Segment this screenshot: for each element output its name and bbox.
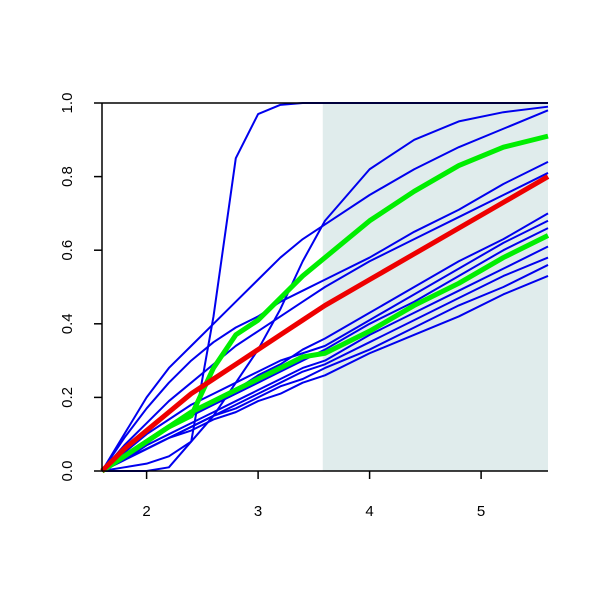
- series-line: [101, 219, 549, 472]
- x-tick-label: 3: [254, 503, 262, 520]
- x-tick-label: 4: [365, 503, 373, 520]
- y-tick-label: 0.0: [59, 461, 76, 482]
- series-line: [101, 109, 549, 472]
- y-tick-label: 0.4: [59, 313, 76, 334]
- y-tick-label: 0.2: [59, 387, 76, 408]
- y-tick-label: 0.8: [59, 166, 76, 187]
- y-tick-label: 0.6: [59, 240, 76, 261]
- series-line: [101, 275, 549, 472]
- series-line: [100, 174, 550, 473]
- x-tick-label: 2: [142, 503, 150, 520]
- series-line: [101, 172, 549, 472]
- series-line: [101, 105, 549, 472]
- y-tick-label: 1.0: [59, 93, 76, 114]
- series-line: [101, 245, 549, 472]
- series-line: [100, 133, 549, 474]
- x-tick-label: 5: [477, 503, 485, 520]
